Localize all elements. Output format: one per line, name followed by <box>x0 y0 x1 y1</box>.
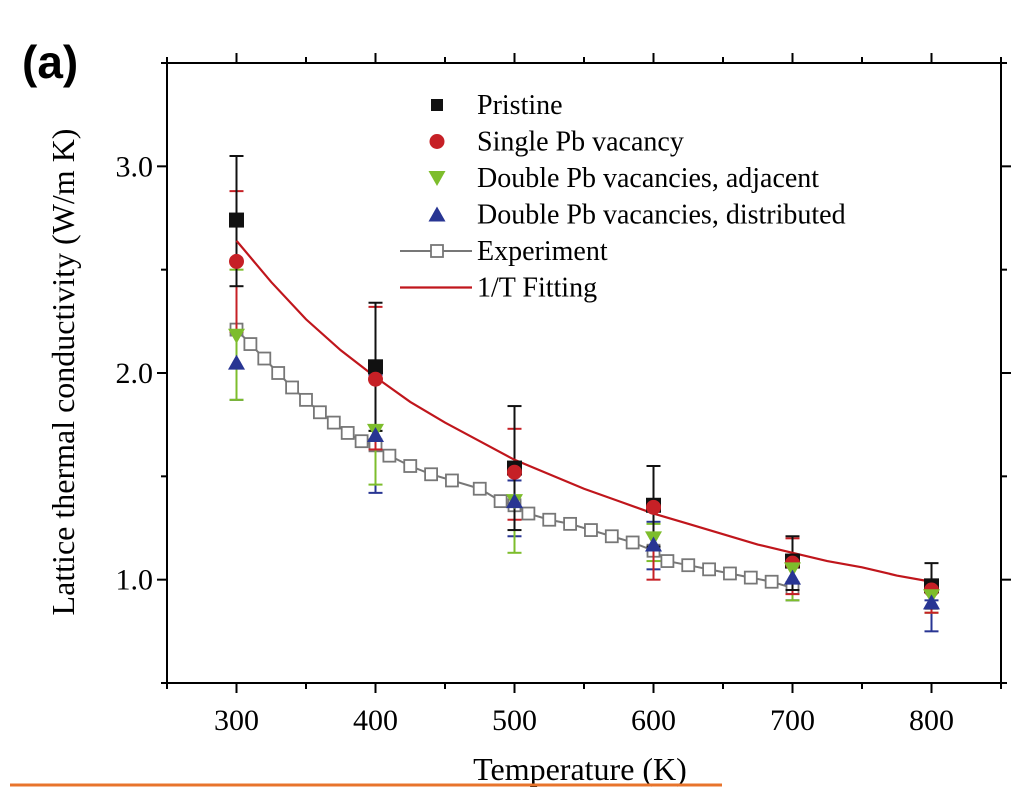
legend-label-fit: 1/T Fitting <box>477 273 597 304</box>
x-tick-label: 800 <box>909 704 954 737</box>
legend-label-pristine: Pristine <box>477 90 563 121</box>
legend-item-experiment: Experiment <box>400 236 608 267</box>
experiment-point <box>681 558 696 573</box>
distributed-errorbars <box>229 330 939 633</box>
x-tick-label: 600 <box>631 704 676 737</box>
legend-label-distributed: Double Pb vacancies, distributed <box>477 200 846 231</box>
panel-label: (a) <box>22 36 78 88</box>
experiment-point <box>723 566 737 581</box>
experiment-point <box>584 523 598 537</box>
experiment-point <box>340 426 355 440</box>
experiment-point <box>326 415 341 430</box>
adjacent-point <box>228 328 245 344</box>
legend-marker-adjacent <box>428 171 446 186</box>
experiment-point <box>312 405 327 420</box>
single-point <box>229 253 244 269</box>
pristine-series <box>229 212 939 594</box>
distributed-series <box>228 354 940 610</box>
experiment-point <box>625 535 640 550</box>
legend-marker-distributed <box>428 206 446 222</box>
legend-item-pristine: Pristine <box>431 90 563 121</box>
experiment-point <box>764 574 779 589</box>
experiment-point <box>743 570 758 585</box>
experiment-point <box>542 512 557 527</box>
experiment-point <box>521 506 536 521</box>
legend-marker-single <box>429 134 445 149</box>
legend-item-single: Single Pb vacancy <box>429 127 684 158</box>
legend: Pristine Single Pb vacancy Double Pb vacan… <box>400 90 846 304</box>
legend-label-single: Single Pb vacancy <box>477 127 684 158</box>
legend-label-experiment: Experiment <box>477 236 608 267</box>
legend-label-adjacent: Double Pb vacancies, adjacent <box>477 163 819 194</box>
distributed-point <box>784 569 801 585</box>
legend-item-distributed: Double Pb vacancies, distributed <box>428 200 846 231</box>
tick-marks <box>157 53 1011 693</box>
tick-labels: 300 400 500 600 700 800 1.0 2.0 3.0 <box>116 150 955 737</box>
experiment-point <box>271 366 286 380</box>
fit-line <box>235 240 932 583</box>
x-axis-label: Temperature (K) <box>473 751 687 787</box>
x-tick-label: 300 <box>214 704 259 737</box>
experiment-point <box>563 516 577 531</box>
x-tick-label: 700 <box>770 704 815 737</box>
pristine-point <box>368 359 383 375</box>
single-point <box>646 499 661 515</box>
experiment-point <box>604 529 619 544</box>
legend-item-fit: 1/T Fitting <box>400 273 597 304</box>
y-tick-label: 1.0 <box>116 564 154 597</box>
experiment-point <box>243 337 258 351</box>
distributed-point <box>228 354 245 370</box>
single-point <box>368 371 383 387</box>
legend-marker-pristine <box>431 99 443 111</box>
y-axis-label: Lattice thermal conductivity (W/m K) <box>45 129 81 616</box>
experiment-point <box>702 562 716 577</box>
pristine-point <box>229 212 244 228</box>
experiment-point <box>354 434 369 449</box>
x-tick-label: 500 <box>492 704 537 737</box>
distributed-point <box>367 427 384 442</box>
y-tick-label: 2.0 <box>116 357 154 390</box>
single-point <box>507 464 522 480</box>
distributed-point <box>923 594 940 610</box>
experiment-point <box>660 554 675 568</box>
y-tick-label: 3.0 <box>116 150 154 183</box>
distributed-point <box>506 493 523 509</box>
experiment-point <box>403 459 418 473</box>
distributed-point <box>645 536 662 552</box>
experiment-point <box>472 481 487 496</box>
experiment-point <box>445 473 459 488</box>
legend-marker-experiment <box>430 244 444 258</box>
plot-series <box>228 155 940 633</box>
legend-item-adjacent: Double Pb vacancies, adjacent <box>428 163 819 194</box>
experiment-point <box>382 448 397 463</box>
experiment-point <box>493 494 508 509</box>
experiment-point <box>424 467 439 482</box>
experiment-point <box>299 392 313 407</box>
experiment-point <box>285 380 300 395</box>
x-tick-label: 400 <box>353 704 398 737</box>
experiment-point <box>257 351 272 366</box>
